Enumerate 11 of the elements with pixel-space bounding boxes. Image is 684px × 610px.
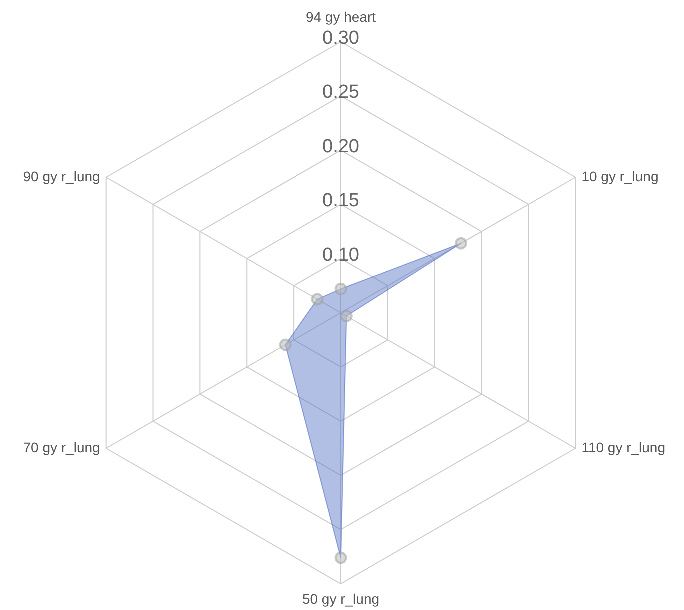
y-tick-label: 0.20 [322, 136, 360, 158]
spoke-label: 70 gy r_lung [23, 440, 100, 456]
y-tick-label: 0.10 [322, 244, 360, 266]
spoke-label: 94 gy heart [306, 9, 376, 25]
spoke-label: 90 gy r_lung [23, 168, 100, 184]
spoke-label: 10 gy r_lung [582, 168, 659, 184]
y-tick-label: 0.30 [322, 28, 360, 49]
spoke-label: 50 gy r_lung [302, 591, 380, 607]
y-tick-label: 0.15 [322, 190, 360, 212]
y-tick-label: 0.25 [322, 82, 360, 104]
spoke-label: 110 gy r_lung [582, 440, 666, 456]
